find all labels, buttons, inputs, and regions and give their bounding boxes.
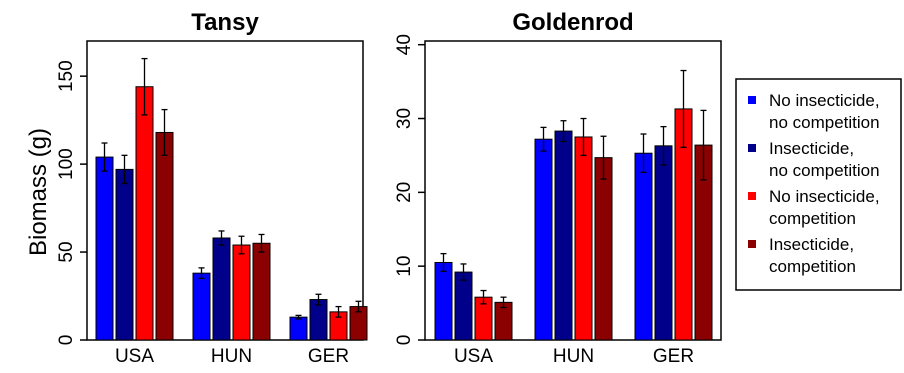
tansy-y-tick-label: 0	[56, 335, 77, 346]
goldenrod-bar-usa-s2	[454, 271, 473, 341]
tansy-x-tick-label-usa: USA	[115, 346, 154, 367]
goldenrod-bar-hun-s2	[554, 130, 573, 341]
goldenrod-x-tick-label-hun: HUN	[553, 346, 594, 367]
tansy-y-tick-label: 150	[56, 60, 77, 92]
goldenrod-bar-usa-s1	[434, 261, 453, 341]
legend-item-4: Insecticide, competition	[748, 235, 856, 276]
legend: No insecticide, no competition Insectici…	[735, 78, 902, 291]
tansy-bar-hun-s3	[232, 244, 251, 341]
tansy-bar-usa-s4	[155, 131, 174, 341]
y-axis-label: Biomass (g)	[25, 128, 52, 256]
tansy-bar-usa-s3	[135, 86, 154, 341]
legend-item-1: No insecticide, no competition	[748, 91, 880, 132]
goldenrod-bar-hun-s4	[594, 157, 613, 341]
legend-label-2-line2: no competition	[769, 161, 880, 180]
tansy-bar-hun-s2	[212, 237, 231, 341]
tansy-bar-ger-s2	[309, 299, 328, 341]
goldenrod-bar-ger-s2	[654, 145, 673, 341]
legend-label-2-line1: Insecticide,	[769, 139, 854, 158]
goldenrod-bar-hun-s3	[574, 136, 593, 341]
goldenrod-bar-hun-s1	[534, 138, 553, 341]
legend-swatch-4	[748, 240, 756, 248]
goldenrod-x-tick-label-ger: GER	[653, 346, 694, 367]
legend-label-4-line1: Insecticide,	[769, 235, 854, 254]
tansy-bar-hun-s4	[252, 242, 271, 341]
goldenrod-bar-ger-s1	[634, 152, 653, 341]
tansy-bar-hun-s1	[192, 272, 211, 341]
goldenrod-y-tick-label: 10	[394, 256, 415, 277]
goldenrod-chart-title: Goldenrod	[512, 9, 633, 36]
legend-item-3: No insecticide, competition	[748, 187, 880, 228]
goldenrod-x-tick-label-usa: USA	[454, 346, 493, 367]
y-axis-title-layer: Biomass (g)	[25, 128, 52, 256]
tansy-panel: Tansy 0 50 100 150 USA HUN GER	[56, 9, 368, 367]
legend-swatch-2	[748, 144, 756, 152]
legend-swatch-1	[748, 96, 756, 104]
tansy-x-tick-label-hun: HUN	[211, 346, 252, 367]
tansy-y-tick-label: 100	[56, 148, 77, 180]
legend-item-2: Insecticide, no competition	[748, 139, 880, 180]
tansy-bar-ger-s1	[289, 316, 308, 341]
legend-label-4-line2: competition	[769, 257, 856, 276]
legend-label-3-line1: No insecticide,	[769, 187, 880, 206]
legend-box	[735, 78, 902, 291]
legend-swatch-3	[748, 192, 756, 200]
goldenrod-panel: Goldenrod 0 10 20 30 40 USA HUN GER	[394, 9, 722, 367]
tansy-bar-usa-s2	[115, 168, 134, 341]
goldenrod-plot-frame	[424, 40, 722, 341]
legend-label-1-line1: No insecticide,	[769, 91, 880, 110]
tansy-y-tick-label: 50	[56, 241, 77, 262]
legend-label-3-line2: competition	[769, 209, 856, 228]
tansy-chart-title: Tansy	[191, 9, 259, 36]
goldenrod-y-tick-label: 30	[394, 108, 415, 129]
tansy-x-tick-label-ger: GER	[308, 346, 349, 367]
goldenrod-y-tick-label: 40	[394, 34, 415, 55]
tansy-bar-usa-s1	[95, 156, 114, 341]
goldenrod-y-tick-label: 0	[394, 335, 415, 346]
goldenrod-y-tick-label: 20	[394, 182, 415, 203]
legend-label-1-line2: no competition	[769, 113, 880, 132]
